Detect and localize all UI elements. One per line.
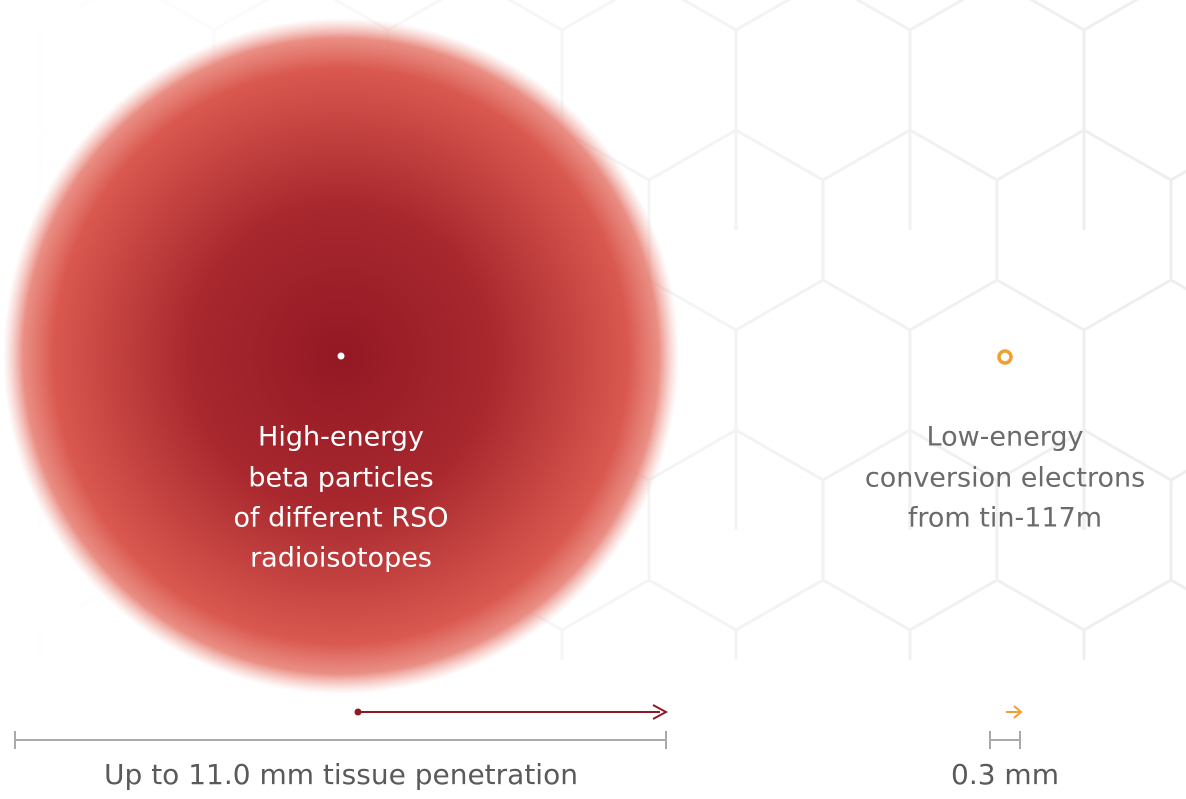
source-dot — [338, 353, 345, 360]
left-label-line: radioisotopes — [250, 543, 432, 574]
right-scale-label: 0.3 mm — [951, 758, 1059, 791]
left-label-line: beta particles — [248, 463, 433, 494]
right-label-line: Low-energy — [927, 422, 1084, 453]
conversion-electron-range — [999, 351, 1011, 363]
left-scale-label: Up to 11.0 mm tissue penetration — [104, 758, 578, 791]
right-label-line: conversion electrons — [865, 463, 1145, 494]
left-label-line: of different RSO — [233, 503, 448, 534]
infographic: High-energy beta particles of different … — [0, 0, 1186, 795]
right-label-line: from tin-117m — [908, 503, 1102, 534]
left-label-line: High-energy — [258, 422, 424, 453]
